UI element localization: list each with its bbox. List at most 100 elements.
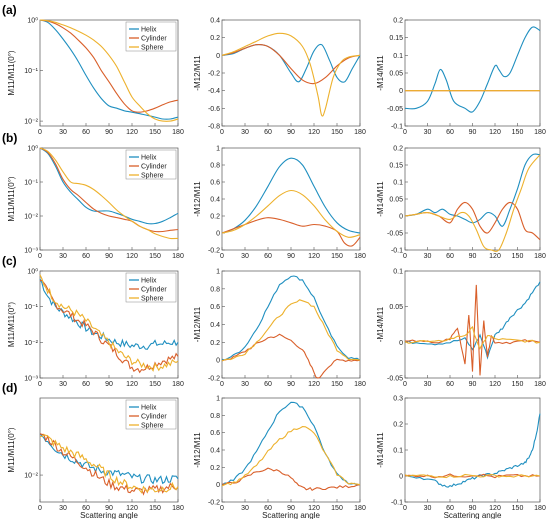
x-tick-label: 120	[308, 253, 320, 260]
y-axis-label: -M14/M11	[376, 432, 385, 468]
x-tick-label: 30	[424, 253, 432, 260]
series-line-sphere	[39, 147, 179, 240]
x-tick-label: 180	[354, 381, 366, 388]
y-tick-label: 0	[216, 358, 220, 365]
x-tick-label: 90	[469, 253, 477, 260]
x-tick-label: 60	[82, 381, 90, 388]
x-tick-label: 120	[308, 505, 320, 512]
y-tick-label: 10⁻¹	[24, 68, 38, 75]
legend-label: Sphere	[141, 423, 164, 430]
axes-frame	[404, 147, 541, 251]
series-line-sphere	[404, 325, 541, 350]
x-tick-label: 120	[126, 253, 138, 260]
x-tick-label: 0	[403, 253, 407, 260]
y-tick-label: -0.6	[208, 106, 220, 113]
x-tick-label: 180	[354, 253, 366, 260]
y-axis-label: M11/M11(0°)	[7, 50, 16, 95]
legend-label: Cylinder	[141, 414, 167, 421]
x-tick-label: 30	[241, 253, 249, 260]
x-tick-label: 60	[82, 253, 90, 260]
series-line-sphere	[39, 434, 179, 494]
legend-label: Helix	[141, 405, 157, 412]
subplot: 0 30 60 90 120 150 180 0.4 0.2 0 -0.2 -0.4 -0.6 -0.8 -…	[193, 18, 366, 137]
x-tick-label: 30	[241, 381, 249, 388]
legend-label: Helix	[141, 155, 157, 162]
legend-label: Helix	[141, 278, 157, 285]
y-tick-label: -0.1	[391, 248, 403, 255]
y-tick-label: -0.2	[208, 376, 220, 383]
series-line-cylinder	[39, 147, 179, 233]
y-tick-label: 0.2	[210, 35, 220, 42]
x-tick-label: 150	[149, 129, 161, 136]
legend-box	[125, 399, 177, 430]
x-tick-label: 90	[469, 381, 477, 388]
subplot: 0 30 60 90 120 150 18010.80.60.40.20-0.2-M12/M…	[193, 396, 366, 519]
legend-label: Sphere	[141, 173, 164, 180]
y-tick-label: 0.8	[210, 413, 220, 420]
legend-label: Cylinder	[141, 287, 167, 294]
y-axis-label: -M12/M11	[193, 306, 202, 342]
legend-label: Sphere	[141, 296, 164, 303]
series-line-sphere	[221, 189, 361, 238]
x-tick-label: 30	[424, 381, 432, 388]
series-line-helix	[221, 157, 361, 234]
x-tick-label: 0	[38, 505, 42, 512]
x-tick-label: 60	[446, 505, 454, 512]
y-tick-label: 10⁻²	[24, 214, 38, 221]
x-tick-label: 120	[308, 381, 320, 388]
y-tick-label: 0	[216, 482, 220, 489]
series-line-helix	[404, 281, 541, 360]
x-tick-label: 180	[534, 129, 546, 136]
y-tick-label: 10⁰	[27, 17, 38, 25]
x-tick-label: 60	[264, 253, 272, 260]
y-tick-label: -0.05	[387, 106, 403, 113]
series-line-sphere	[39, 274, 179, 372]
axes-frame	[404, 397, 541, 503]
x-tick-label: 180	[354, 505, 366, 512]
x-tick-label: 120	[126, 129, 138, 136]
x-axis-label: Scattering angle	[444, 511, 502, 519]
y-tick-label: 0	[216, 53, 220, 60]
x-tick-label: 150	[512, 129, 524, 136]
x-tick-label: 60	[264, 505, 272, 512]
y-axis-label: -M12/M11	[193, 432, 202, 468]
x-tick-label: 120	[308, 129, 320, 136]
x-tick-label: 90	[105, 253, 113, 260]
series-line-helix	[39, 278, 179, 350]
series-line-sphere	[221, 299, 361, 362]
y-axis-label: M11/M11(0°)	[7, 302, 16, 347]
x-tick-label: 120	[489, 129, 501, 136]
y-tick-label: -0.1	[391, 500, 403, 507]
y-tick-label: 1	[216, 146, 220, 153]
series-line-helix	[39, 147, 179, 225]
legend-box	[125, 272, 177, 303]
x-tick-label: 120	[489, 253, 501, 260]
y-tick-label: 0	[399, 214, 403, 221]
y-tick-label: -0.4	[208, 88, 220, 95]
x-tick-label: 90	[469, 505, 477, 512]
x-tick-label: 150	[331, 505, 343, 512]
x-tick-label: 90	[105, 505, 113, 512]
series-line-sphere	[404, 154, 541, 252]
subplot: 0 30 60 90 120 150 180 10⁰ 10⁻¹ 10⁻² 10⁻³ M11/M11(0…	[7, 145, 184, 261]
legend-label: Cylinder	[141, 36, 167, 43]
y-tick-label: 0.6	[210, 430, 220, 437]
x-tick-label: 150	[331, 129, 343, 136]
x-tick-label: 120	[489, 505, 501, 512]
x-tick-label: 0	[403, 129, 407, 136]
x-tick-label: 0	[403, 505, 407, 512]
x-tick-label: 90	[287, 253, 295, 260]
series-line-helix	[221, 275, 361, 361]
panel-label: (a)	[2, 3, 17, 17]
y-tick-label: 0.2	[210, 340, 220, 347]
x-tick-label: 60	[446, 129, 454, 136]
x-tick-label: 120	[489, 381, 501, 388]
series-line-cylinder	[404, 284, 541, 376]
y-tick-label: 0.1	[393, 180, 403, 187]
x-tick-label: 60	[82, 129, 90, 136]
series-line-cylinder	[221, 44, 361, 85]
y-tick-label: 0.2	[210, 214, 220, 221]
x-tick-label: 0	[38, 381, 42, 388]
y-tick-label: 0.8	[210, 286, 220, 293]
